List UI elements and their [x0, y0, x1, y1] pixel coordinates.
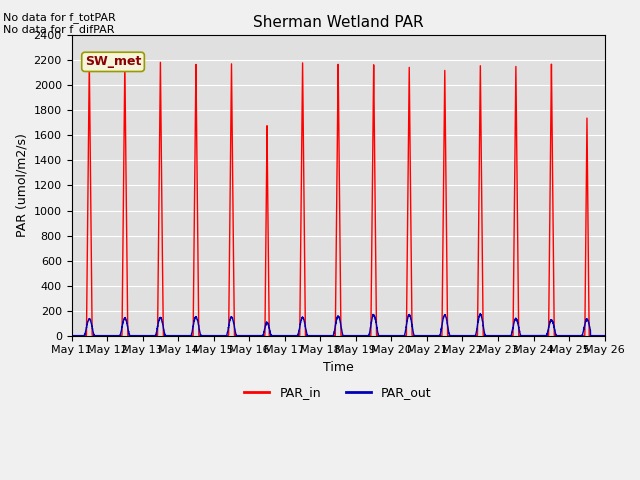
PAR_out	[601, 333, 609, 338]
PAR_in	[121, 59, 129, 64]
PAR_in	[488, 333, 495, 338]
PAR_out	[477, 311, 484, 317]
Text: SW_met: SW_met	[85, 55, 141, 68]
Legend: PAR_in, PAR_out: PAR_in, PAR_out	[239, 382, 436, 405]
PAR_in	[601, 333, 609, 338]
PAR_in	[164, 333, 172, 338]
PAR_out	[318, 333, 326, 338]
PAR_in	[458, 333, 465, 338]
Line: PAR_out: PAR_out	[72, 314, 605, 336]
PAR_out	[68, 333, 76, 338]
PAR_in	[68, 333, 76, 338]
PAR_in	[428, 333, 436, 338]
Line: PAR_in: PAR_in	[72, 61, 605, 336]
Title: Sherman Wetland PAR: Sherman Wetland PAR	[253, 15, 424, 30]
PAR_in	[318, 333, 326, 338]
X-axis label: Time: Time	[323, 361, 353, 374]
PAR_out	[428, 333, 436, 338]
PAR_out	[600, 333, 608, 338]
PAR_out	[488, 333, 495, 338]
PAR_out	[458, 333, 465, 338]
Y-axis label: PAR (umol/m2/s): PAR (umol/m2/s)	[15, 133, 28, 238]
PAR_in	[600, 333, 608, 338]
PAR_out	[163, 333, 171, 338]
Text: No data for f_totPAR
No data for f_difPAR: No data for f_totPAR No data for f_difPA…	[3, 12, 116, 36]
